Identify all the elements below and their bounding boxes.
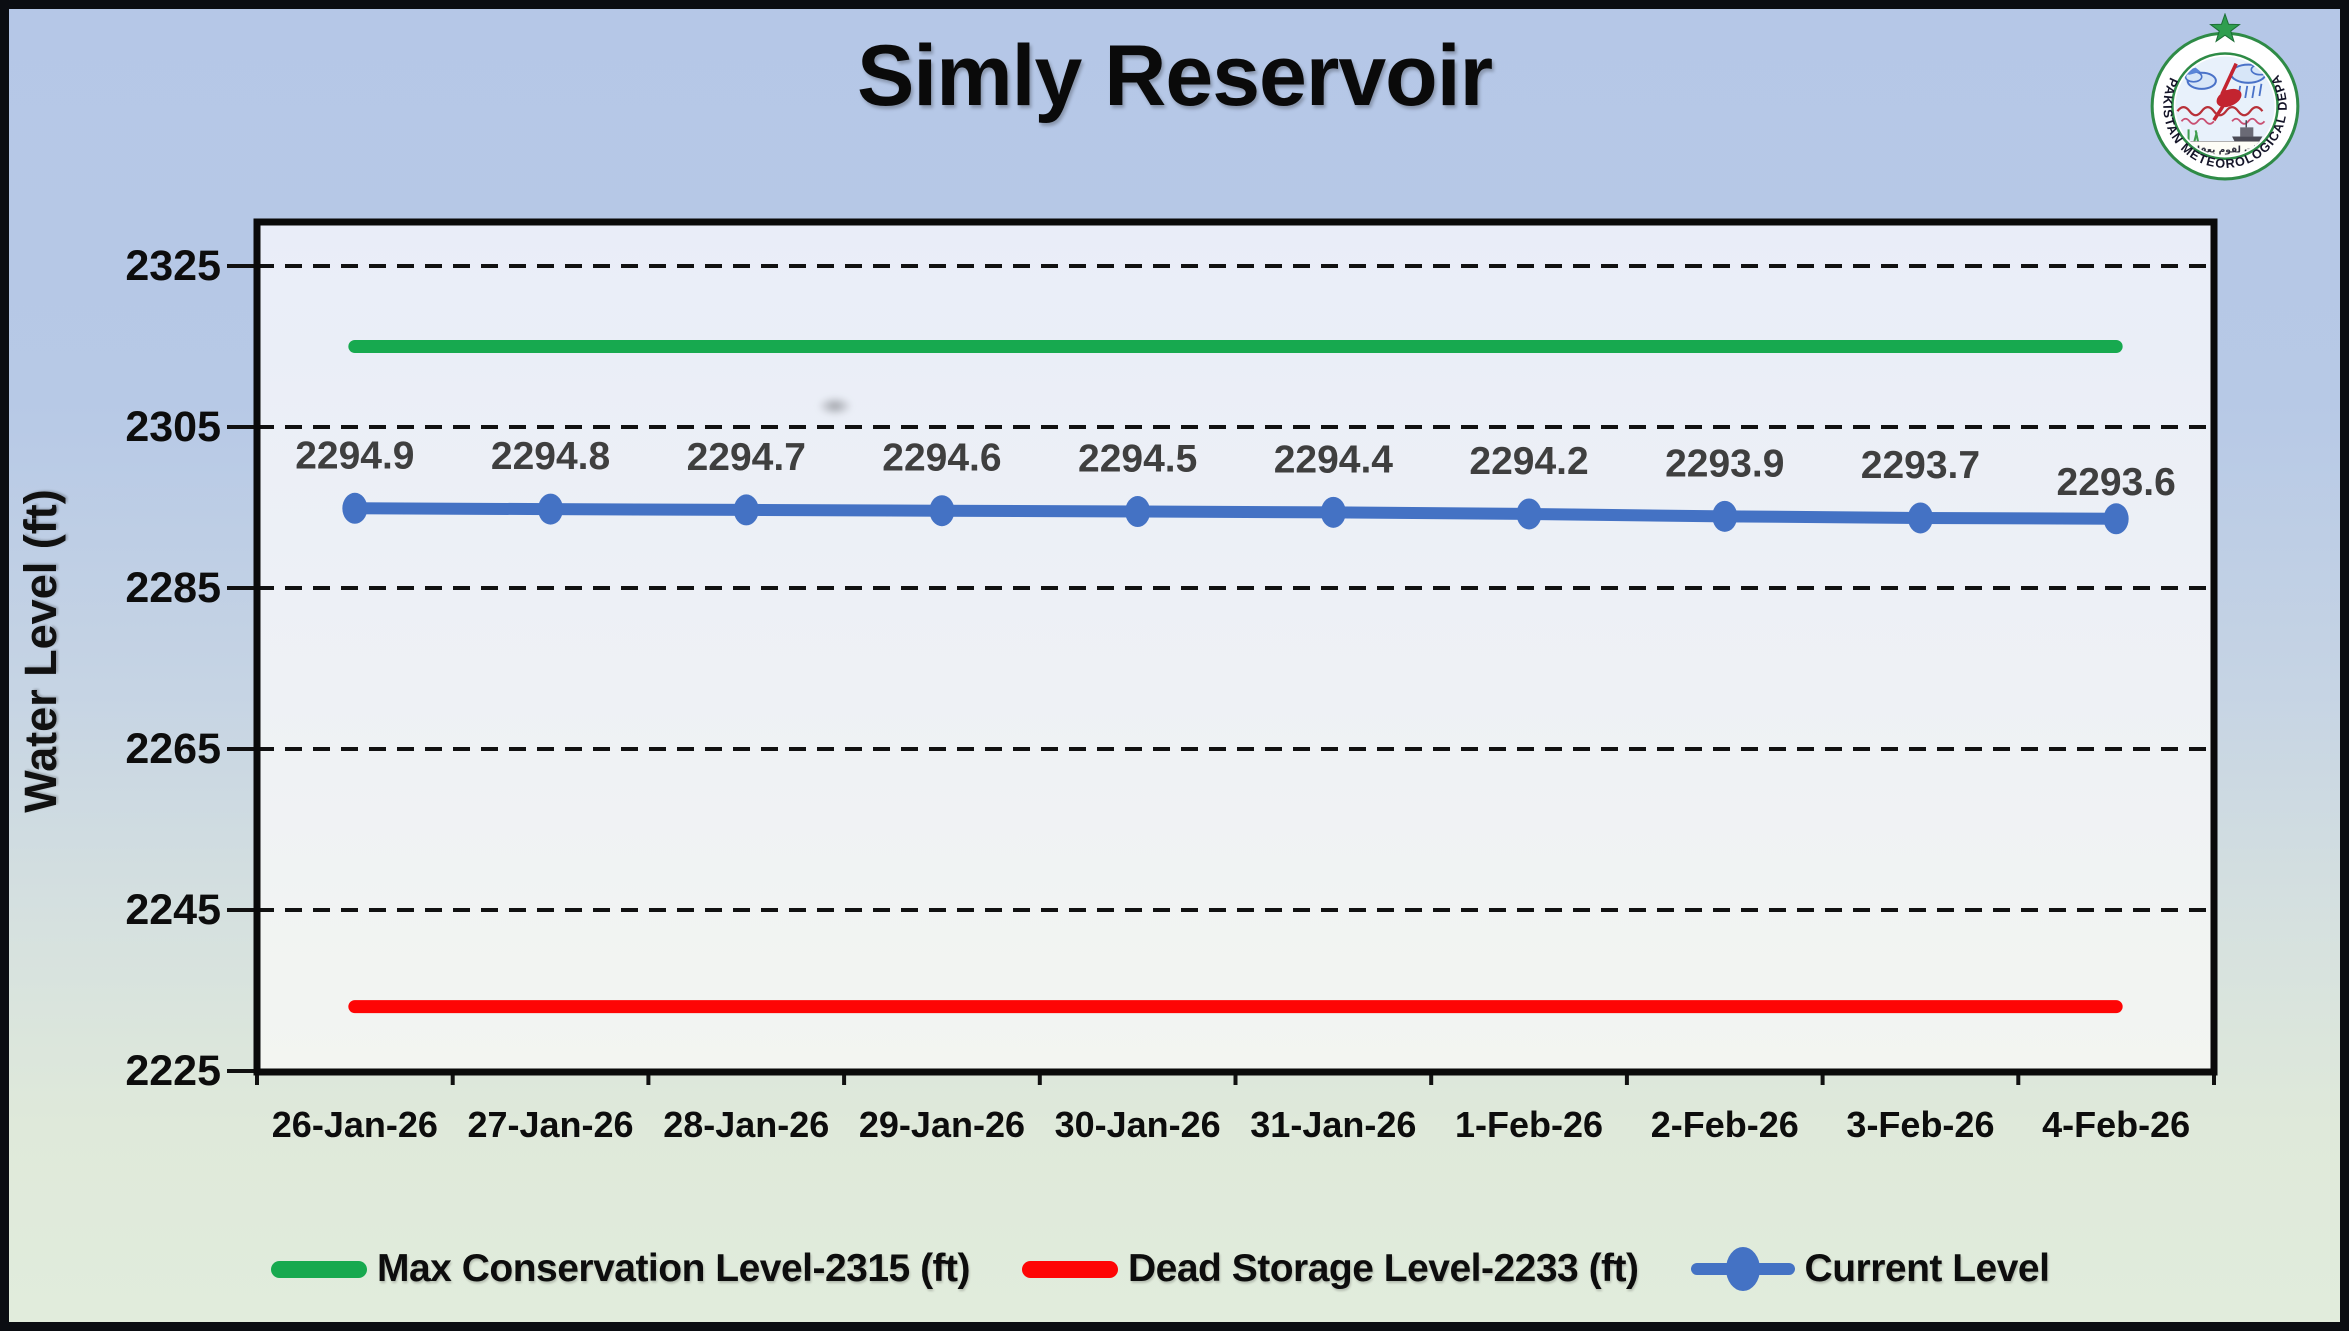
data-point-marker	[1907, 502, 1933, 534]
data-label: 2293.7	[1861, 444, 1980, 487]
red-wave	[2176, 106, 2264, 117]
chart-legend: Max Conservation Level-2315 (ft) Dead Sto…	[271, 1237, 2050, 1301]
data-point-marker	[929, 495, 955, 527]
x-tick-label: 3-Feb-26	[1846, 1104, 1994, 1145]
x-tick-label: 27-Jan-26	[467, 1104, 633, 1145]
x-tick-label: 26-Jan-26	[272, 1104, 438, 1145]
logo-inner-ring	[2171, 52, 2279, 160]
y-tick-label: 2265	[125, 725, 221, 773]
data-label: 2294.2	[1469, 440, 1588, 483]
y-tick-label: 2225	[125, 1047, 221, 1095]
data-label: 2293.6	[2057, 461, 2176, 504]
plot-area	[257, 222, 2214, 1072]
smudge-artifact	[812, 393, 858, 419]
legend-item: Max Conservation Level-2315 (ft)	[271, 1247, 971, 1291]
legend-item: Current Level	[1690, 1246, 2050, 1292]
y-tick-label: 2245	[125, 886, 221, 934]
data-label: 2293.9	[1665, 442, 1784, 485]
storm-symbol	[2216, 88, 2242, 108]
x-tick-label: 31-Jan-26	[1250, 1104, 1416, 1145]
reservoir-level-chart: 2225 2245 2265 2285 2305 2325 26-Jan-26 27-Jan-…	[125, 218, 2218, 1145]
data-point-marker	[1712, 500, 1738, 532]
data-point-marker	[733, 494, 759, 526]
data-label: 2294.5	[1078, 438, 1197, 481]
legend-line-swatch	[1022, 1260, 1119, 1278]
data-label: 2294.8	[491, 435, 610, 478]
x-tick-label: 1-Feb-26	[1455, 1104, 1603, 1145]
legend-line-swatch	[271, 1260, 367, 1278]
legend-label: Current Level	[1804, 1247, 2050, 1290]
data-label: 2294.6	[882, 437, 1001, 480]
plot-border	[253, 218, 2218, 1076]
data-label: 2294.4	[1274, 438, 1394, 481]
data-point-marker	[342, 492, 368, 524]
legend-line-dot-swatch	[1690, 1246, 1795, 1292]
legend-label: Dead Storage Level-2233 (ft)	[1128, 1247, 1639, 1290]
legend-item: Dead Storage Level-2233 (ft)	[1022, 1247, 1639, 1291]
x-tick-label: 2-Feb-26	[1651, 1104, 1799, 1145]
x-tick-label: 30-Jan-26	[1055, 1104, 1221, 1145]
legend-label: Max Conservation Level-2315 (ft)	[377, 1247, 971, 1290]
data-label: 2294.9	[295, 434, 414, 477]
star-icon	[2209, 13, 2241, 43]
pakistan-meteorological-department-logo: لآيات لقوم يعقلون PAKISTAN METEOROLOGICA…	[2143, 13, 2300, 181]
chart-title: Simly Reservoir	[856, 28, 1493, 124]
x-tick-label: 28-Jan-26	[663, 1104, 829, 1145]
data-point-marker	[1125, 496, 1151, 528]
y-tick-label: 2285	[125, 564, 221, 612]
data-point-marker	[1516, 498, 1542, 530]
pink-wave-left	[2180, 117, 2215, 125]
y-tick-label: 2325	[125, 242, 221, 290]
y-tick-label: 2305	[125, 403, 221, 451]
data-point-marker	[2103, 503, 2129, 535]
data-point-marker	[1320, 496, 1346, 528]
pink-wave-right	[2231, 117, 2266, 125]
data-label: 2294.7	[687, 436, 806, 479]
series-current-level-line	[354, 502, 2117, 525]
x-tick-label: 4-Feb-26	[2042, 1104, 2190, 1145]
x-tick-label: 29-Jan-26	[859, 1104, 1025, 1145]
data-point-marker	[538, 493, 564, 525]
